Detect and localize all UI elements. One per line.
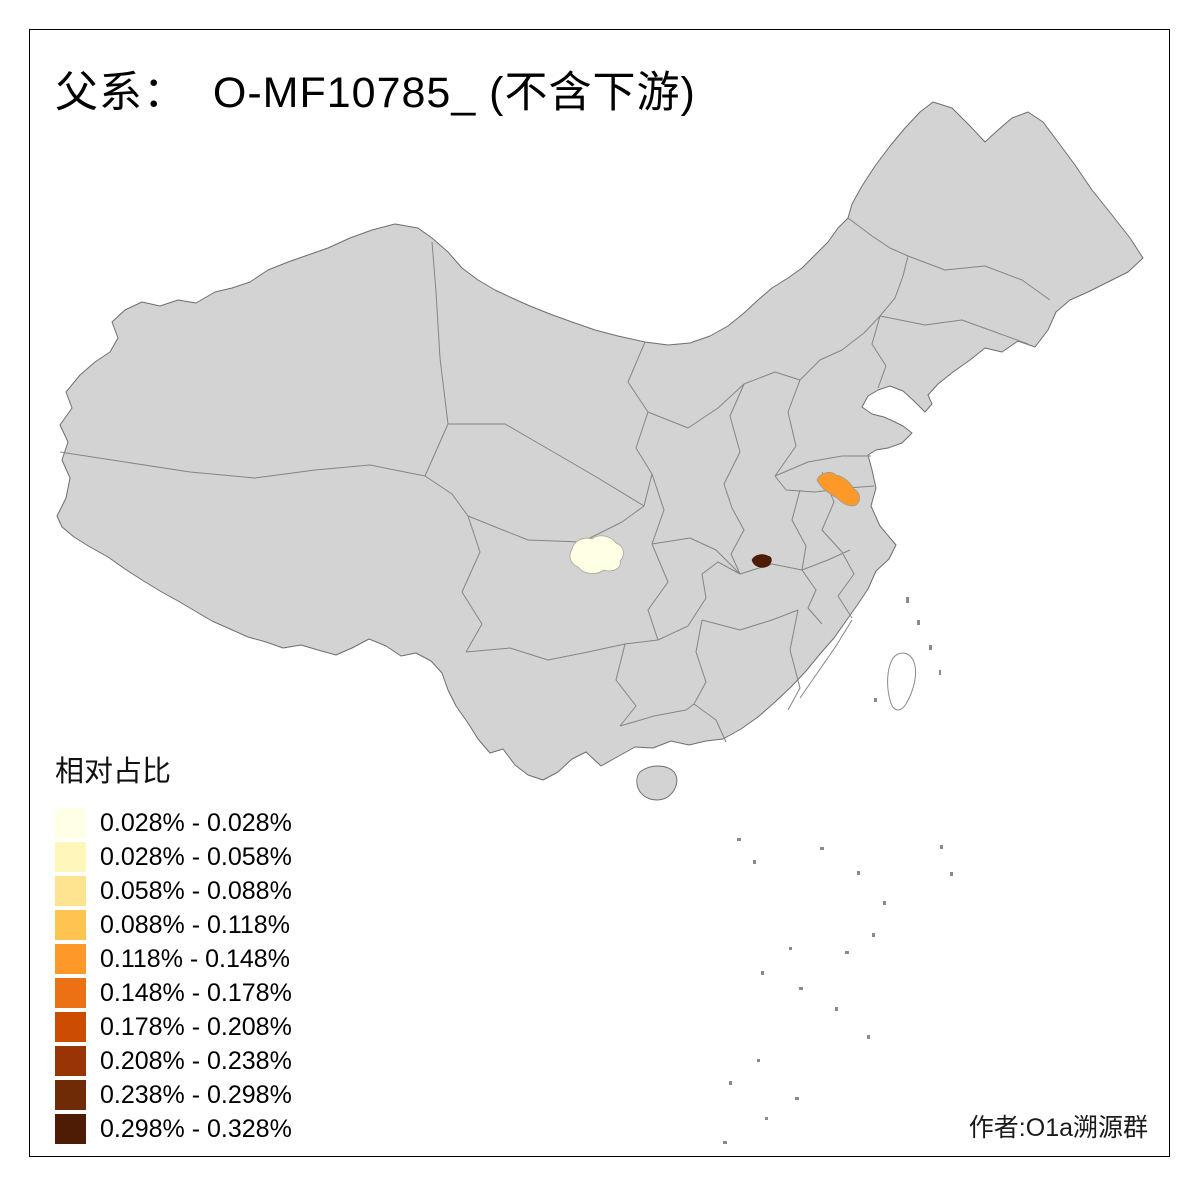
plot-border xyxy=(29,29,1170,1157)
legend-label: 0.028% - 0.058% xyxy=(100,842,292,871)
province-borders xyxy=(59,217,1051,743)
legend: 相对占比 0.028% - 0.028% 0.028% - 0.058% 0.0… xyxy=(55,748,292,1148)
legend-swatch xyxy=(55,910,86,940)
china-mainland xyxy=(56,101,1144,781)
legend-item: 0.118% - 0.148% xyxy=(55,944,292,974)
legend-label: 0.208% - 0.238% xyxy=(100,1046,292,1075)
legend-swatch xyxy=(55,1114,86,1144)
attribution: 作者:O1a溯源群 xyxy=(968,1114,1148,1142)
legend-label: 0.298% - 0.328% xyxy=(100,1114,292,1143)
legend-swatch xyxy=(55,944,86,974)
legend-item: 0.178% - 0.208% xyxy=(55,1012,292,1042)
highlight-region-dark xyxy=(751,554,772,568)
legend-item: 0.148% - 0.178% xyxy=(55,978,292,1008)
legend-item: 0.028% - 0.028% xyxy=(55,808,292,838)
legend-item: 0.238% - 0.298% xyxy=(55,1080,292,1110)
legend-label: 0.118% - 0.148% xyxy=(100,944,290,973)
highlight-region-pale xyxy=(569,535,624,574)
legend-swatch xyxy=(55,1046,86,1076)
map-title: 父系： O-MF10785_ (不含下游) xyxy=(55,69,696,117)
legend-item: 0.088% - 0.118% xyxy=(55,910,292,940)
legend-items: 0.028% - 0.028% 0.028% - 0.058% 0.058% -… xyxy=(55,808,292,1144)
south-china-sea-islands xyxy=(723,838,953,1144)
highlight-region-orange xyxy=(816,472,860,507)
legend-swatch xyxy=(55,842,86,872)
hainan-island xyxy=(636,765,678,801)
legend-label: 0.148% - 0.178% xyxy=(100,978,292,1007)
legend-item: 0.028% - 0.058% xyxy=(55,842,292,872)
taiwan-island xyxy=(887,652,917,711)
legend-label: 0.088% - 0.118% xyxy=(100,910,290,939)
legend-swatch xyxy=(55,808,86,838)
legend-label: 0.178% - 0.208% xyxy=(100,1012,292,1041)
legend-title: 相对占比 xyxy=(55,756,172,788)
legend-swatch xyxy=(55,1012,86,1042)
legend-swatch xyxy=(55,1080,86,1110)
legend-swatch xyxy=(55,876,86,906)
legend-label: 0.058% - 0.088% xyxy=(100,876,292,905)
legend-label: 0.028% - 0.028% xyxy=(100,808,292,837)
legend-label: 0.238% - 0.298% xyxy=(100,1080,292,1109)
coastal-islands xyxy=(874,597,941,702)
legend-swatch xyxy=(55,978,86,1008)
legend-item: 0.298% - 0.328% xyxy=(55,1114,292,1144)
legend-item: 0.208% - 0.238% xyxy=(55,1046,292,1076)
legend-item: 0.058% - 0.088% xyxy=(55,876,292,906)
